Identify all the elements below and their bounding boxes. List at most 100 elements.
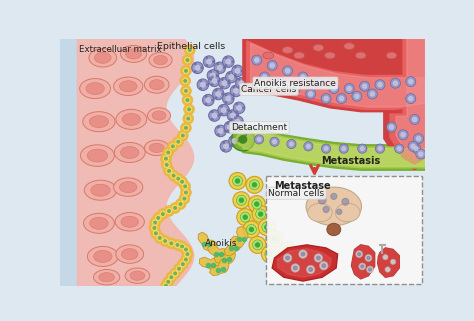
Polygon shape — [243, 39, 425, 112]
Circle shape — [230, 113, 235, 118]
Circle shape — [232, 116, 243, 127]
Circle shape — [172, 145, 174, 148]
Circle shape — [175, 199, 186, 210]
Circle shape — [309, 268, 313, 272]
Ellipse shape — [89, 48, 117, 67]
Circle shape — [230, 85, 242, 97]
Circle shape — [313, 78, 323, 88]
Polygon shape — [243, 127, 425, 170]
Circle shape — [181, 244, 191, 255]
Ellipse shape — [147, 108, 171, 123]
Ellipse shape — [344, 43, 355, 50]
Circle shape — [401, 133, 405, 137]
Circle shape — [179, 203, 182, 205]
Circle shape — [222, 93, 234, 104]
Circle shape — [181, 245, 183, 248]
Circle shape — [184, 248, 187, 251]
Circle shape — [181, 254, 191, 265]
Circle shape — [177, 259, 188, 270]
Circle shape — [162, 238, 168, 244]
Circle shape — [378, 147, 382, 151]
Circle shape — [236, 77, 247, 89]
Ellipse shape — [120, 46, 146, 62]
Circle shape — [178, 267, 181, 270]
Circle shape — [158, 237, 161, 239]
Circle shape — [177, 130, 188, 141]
Circle shape — [265, 249, 275, 259]
Polygon shape — [208, 244, 229, 260]
Circle shape — [352, 91, 362, 101]
Circle shape — [414, 147, 418, 151]
Circle shape — [209, 75, 220, 87]
Circle shape — [363, 84, 367, 88]
Circle shape — [356, 251, 363, 257]
Circle shape — [172, 174, 175, 177]
Circle shape — [185, 116, 191, 122]
Circle shape — [211, 84, 213, 85]
Circle shape — [239, 81, 244, 86]
Circle shape — [232, 65, 243, 77]
Circle shape — [249, 180, 259, 190]
Ellipse shape — [80, 79, 110, 99]
Circle shape — [212, 88, 224, 100]
Polygon shape — [234, 226, 248, 248]
Circle shape — [329, 83, 339, 94]
Circle shape — [218, 134, 219, 135]
Circle shape — [215, 89, 217, 91]
Ellipse shape — [87, 149, 108, 162]
Circle shape — [227, 122, 228, 124]
Circle shape — [324, 96, 328, 101]
Ellipse shape — [99, 273, 115, 282]
Circle shape — [218, 115, 219, 117]
Circle shape — [230, 118, 232, 120]
Circle shape — [182, 195, 188, 202]
Circle shape — [164, 157, 167, 160]
Circle shape — [409, 80, 413, 84]
Circle shape — [293, 86, 298, 91]
Circle shape — [212, 99, 213, 101]
Circle shape — [283, 245, 292, 255]
Circle shape — [386, 122, 397, 132]
Polygon shape — [243, 39, 425, 79]
Circle shape — [258, 212, 263, 216]
Ellipse shape — [130, 271, 145, 280]
Polygon shape — [243, 131, 425, 166]
Circle shape — [283, 254, 292, 262]
Ellipse shape — [149, 52, 172, 68]
Circle shape — [194, 63, 196, 65]
Circle shape — [170, 143, 176, 149]
Circle shape — [393, 81, 398, 85]
Ellipse shape — [145, 76, 169, 93]
Text: Normal cells: Normal cells — [268, 189, 325, 198]
Circle shape — [161, 160, 172, 170]
Circle shape — [206, 98, 211, 102]
Circle shape — [323, 206, 329, 213]
Circle shape — [228, 72, 230, 74]
Circle shape — [177, 177, 180, 180]
Circle shape — [182, 183, 188, 189]
Circle shape — [175, 176, 182, 182]
Circle shape — [220, 105, 222, 107]
Circle shape — [255, 243, 260, 247]
Circle shape — [383, 255, 388, 260]
Circle shape — [275, 78, 285, 88]
Circle shape — [205, 95, 207, 97]
Circle shape — [218, 104, 229, 116]
Circle shape — [395, 144, 404, 153]
Circle shape — [273, 140, 276, 143]
Circle shape — [215, 125, 227, 137]
Circle shape — [177, 241, 188, 252]
Circle shape — [255, 202, 259, 206]
Circle shape — [306, 89, 316, 99]
Circle shape — [232, 98, 234, 100]
Circle shape — [167, 281, 170, 283]
Circle shape — [155, 215, 161, 221]
Circle shape — [239, 135, 247, 143]
Circle shape — [233, 192, 250, 209]
Circle shape — [235, 68, 240, 73]
Circle shape — [217, 63, 219, 65]
Polygon shape — [224, 236, 241, 256]
Circle shape — [408, 141, 418, 151]
Circle shape — [245, 82, 246, 84]
Circle shape — [216, 74, 218, 76]
